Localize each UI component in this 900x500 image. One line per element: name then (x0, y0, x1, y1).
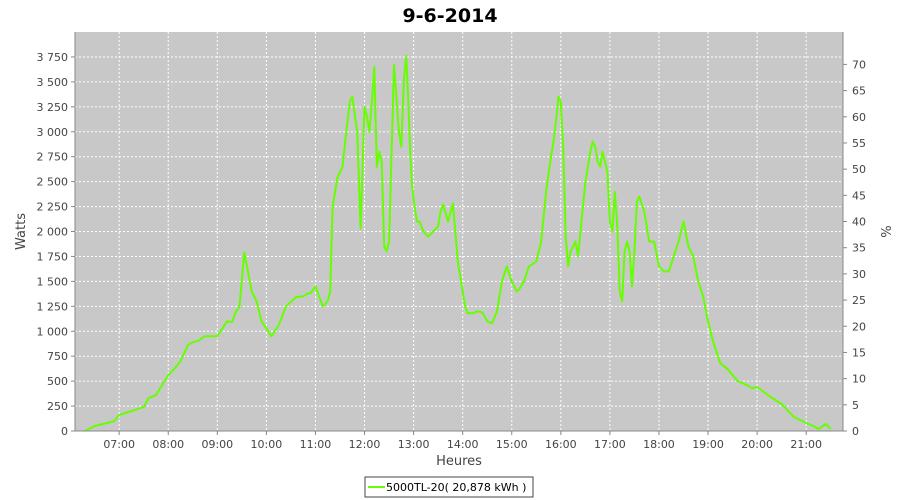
y-axis-tick-labels: 0 250 500 750 1 000 1 250 1 500 1 750 2 000 2 250… (37, 51, 69, 438)
y-tick-label: 500 (47, 375, 68, 388)
x-tick-label: 12:00 (349, 438, 381, 451)
y2-tick-label: 5 (852, 399, 859, 412)
x-tick-label: 21:00 (790, 438, 822, 451)
x-tick-label: 11:00 (300, 438, 332, 451)
y-tick-label: 2 750 (37, 151, 69, 164)
legend: 5000TL-20( 20,878 kWh ) (364, 476, 534, 498)
y-tick-label: 3 500 (37, 76, 69, 89)
y2-tick-label: 65 (852, 85, 866, 98)
x-tick-label: 20:00 (741, 438, 773, 451)
legend-box (364, 476, 534, 498)
y2-tick-label: 50 (852, 163, 866, 176)
x-tick-label: 19:00 (692, 438, 724, 451)
series-line-0 (84, 54, 832, 432)
y2-tick-label: 0 (852, 425, 859, 438)
y-tick-label: 1 250 (37, 300, 69, 313)
y2-tick-label: 20 (852, 320, 866, 333)
x-tick-label: 18:00 (643, 438, 675, 451)
y-tick-label: 3 250 (37, 101, 69, 114)
y2-tick-label: 25 (852, 294, 866, 307)
y2-axis-tick-labels: 0 5 10 15 20 25 30 35 40 45 50 55 60 65 70 (852, 58, 866, 438)
y2-tick-label: 10 (852, 373, 866, 386)
axes (71, 32, 847, 435)
x-tick-label: 16:00 (545, 438, 577, 451)
x-axis-title: Heures (436, 454, 482, 469)
y2-tick-label: 15 (852, 346, 866, 359)
grid-lines (75, 32, 843, 431)
y-tick-label: 2 000 (37, 226, 69, 239)
y-tick-label: 3 750 (37, 51, 69, 64)
x-tick-label: 10:00 (251, 438, 283, 451)
x-tick-label: 09:00 (201, 438, 233, 451)
y-tick-label: 1 000 (37, 325, 69, 338)
x-tick-label: 08:00 (152, 438, 184, 451)
y2-tick-label: 35 (852, 242, 866, 255)
y2-tick-label: 55 (852, 137, 866, 150)
y2-tick-label: 70 (852, 58, 866, 71)
y-tick-label: 2 250 (37, 201, 69, 214)
y2-tick-label: 60 (852, 111, 866, 124)
y2-axis-title: % (877, 225, 892, 237)
y-tick-label: 0 (61, 425, 68, 438)
y2-tick-label: 45 (852, 189, 866, 202)
x-tick-label: 13:00 (398, 438, 430, 451)
x-axis-tick-labels: 07:00 08:00 09:00 10:00 11:00 12:00 13:00 14:00… (103, 438, 822, 451)
y-tick-label: 750 (47, 350, 68, 363)
y-tick-label: 3 000 (37, 126, 69, 139)
y2-tick-label: 30 (852, 268, 866, 281)
y2-tick-label: 40 (852, 216, 866, 229)
y-tick-label: 250 (47, 400, 68, 413)
y-tick-label: 1 500 (37, 275, 69, 288)
x-tick-label: 15:00 (496, 438, 528, 451)
series-group (84, 54, 832, 432)
y-axis-title: Watts (14, 213, 29, 250)
y-tick-label: 1 750 (37, 250, 69, 263)
legend-label: 5000TL-20( 20,878 kWh ) (386, 481, 526, 494)
x-tick-label: 14:00 (447, 438, 479, 451)
chart-title: 9-6-2014 (402, 5, 497, 27)
y-tick-label: 2 500 (37, 176, 69, 189)
x-tick-label: 07:00 (103, 438, 135, 451)
x-tick-label: 17:00 (594, 438, 626, 451)
